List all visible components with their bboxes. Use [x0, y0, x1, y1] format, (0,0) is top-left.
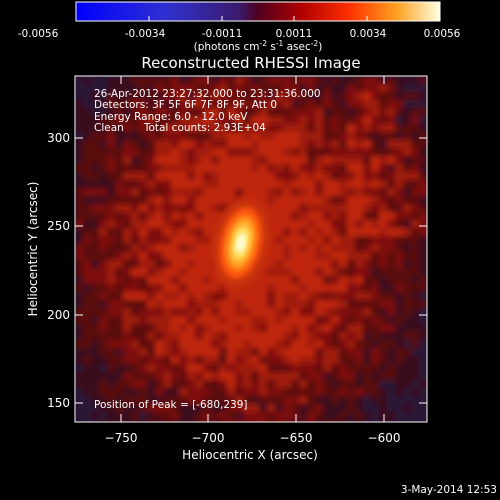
x-tick-label: −700 — [192, 431, 225, 445]
info-energy-range: Energy Range: 6.0 - 12.0 keV — [94, 111, 248, 123]
colorbar-tick-label: 0.0056 — [424, 28, 461, 40]
x-tick-label: −750 — [105, 431, 138, 445]
colorbar-tick-label: 0.0034 — [350, 28, 387, 40]
colorbar-tick-labels: -0.0056 -0.0034 -0.0011 0.0011 0.0034 0.… — [18, 28, 461, 40]
footer-date: 3-May-2014 12:53 — [401, 484, 497, 496]
peak-position-label: Position of Peak = [-680,239] — [94, 399, 248, 411]
x-tick-label: −650 — [280, 431, 313, 445]
x-axis-label: Heliocentric X (arcsec) — [182, 448, 318, 462]
colorbar-tick-label: -0.0011 — [202, 28, 243, 40]
info-counts: Clean Total counts: 2.93E+04 — [94, 122, 266, 134]
y-tick-labels: 150 200 250 300 — [47, 131, 70, 410]
y-tick-label: 150 — [47, 396, 70, 410]
x-tick-labels: −750 −700 −650 −600 — [105, 431, 401, 445]
y-axis-label: Heliocentric Y (arcsec) — [26, 182, 40, 317]
y-tick-label: 200 — [47, 308, 70, 322]
colorbar — [75, 1, 441, 22]
colorbar-tick-label: -0.0056 — [18, 28, 59, 40]
plot-title: Reconstructed RHESSI Image — [141, 54, 360, 72]
colorbar-units: (photons cm-2 s-1 asec-2) — [194, 39, 323, 53]
y-axis-ticks — [75, 137, 427, 404]
x-tick-label: −600 — [368, 431, 401, 445]
plot-frame — [74, 75, 428, 423]
info-time-range: 26-Apr-2012 23:27:32.000 to 23:31:36.000 — [94, 88, 321, 100]
y-tick-label: 250 — [47, 219, 70, 233]
solar-image — [75, 76, 427, 422]
colorbar-tick-label: -0.0034 — [125, 28, 166, 40]
x-axis-ticks — [120, 76, 385, 422]
colorbar-tick-label: 0.0011 — [276, 28, 313, 40]
y-tick-label: 300 — [47, 131, 70, 145]
info-block: 26-Apr-2012 23:27:32.000 to 23:31:36.000… — [94, 88, 321, 134]
info-detectors: Detectors: 3F 5F 6F 7F 8F 9F, Att 0 — [94, 99, 277, 111]
colorbar-ticks — [75, 16, 441, 21]
